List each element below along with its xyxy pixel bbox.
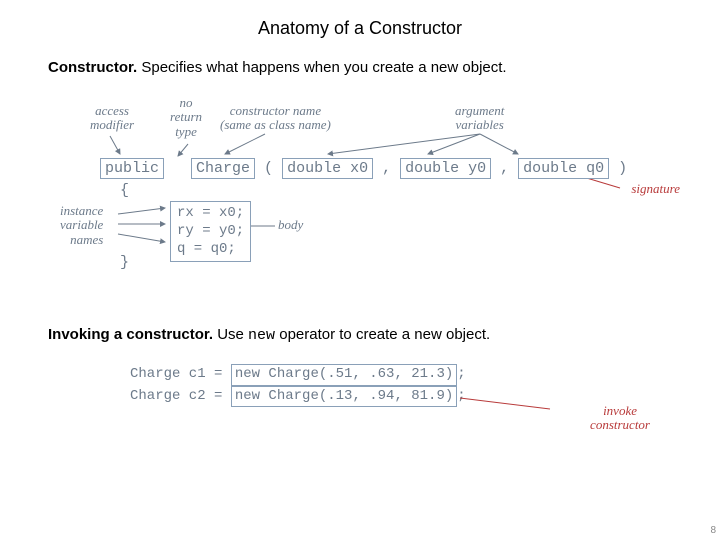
box-public: public: [100, 158, 164, 179]
invoking-term: Invoking a constructor.: [48, 326, 213, 343]
invoking-desc-a: Use: [213, 326, 248, 343]
constructor-diagram: accessmodifier noreturntype constructor …: [60, 96, 680, 296]
box-param-x0: double x0: [282, 158, 373, 179]
signature-line: public Charge ( double x0 , double y0 , …: [100, 158, 627, 179]
diagram-arrows: [60, 96, 680, 296]
invoke-line-1: Charge c1 = new Charge(.51, .63, 21.3);: [130, 364, 610, 386]
label-argument-variables: argumentvariables: [455, 104, 504, 133]
constructor-definition: Constructor. Specifies what happens when…: [48, 59, 720, 76]
page-title: Anatomy of a Constructor: [0, 0, 720, 59]
body-box: rx = x0; ry = y0; q = q0;: [170, 201, 251, 262]
label-invoke-constructor: invokeconstructor: [590, 404, 650, 433]
label-body: body: [278, 218, 303, 232]
label-signature: signature: [631, 181, 680, 197]
box-new-charge-1: new Charge(.51, .63, 21.3): [231, 364, 457, 386]
brace-open: {: [120, 182, 129, 199]
body-line-2: ry = y0;: [177, 222, 244, 240]
label-no-return-type: noreturntype: [170, 96, 202, 139]
page-number: 8: [710, 525, 716, 536]
invoking-desc-b: operator to create a new object.: [275, 326, 490, 343]
brace-close: }: [120, 254, 129, 271]
constructor-term: Constructor.: [48, 59, 137, 76]
invoke-line-2: Charge c2 = new Charge(.13, .94, 81.9);: [130, 386, 610, 408]
invoking-definition: Invoking a constructor. Use new operator…: [48, 326, 720, 344]
new-keyword: new: [248, 327, 275, 344]
box-charge: Charge: [191, 158, 255, 179]
label-constructor-name: constructor name(same as class name): [220, 104, 331, 133]
label-access-modifier: accessmodifier: [90, 104, 134, 133]
label-instance-variable-names: instancevariablenames: [60, 204, 103, 247]
constructor-desc: Specifies what happens when you create a…: [137, 59, 506, 76]
body-line-1: rx = x0;: [177, 204, 244, 222]
invoke-diagram: Charge c1 = new Charge(.51, .63, 21.3); …: [130, 364, 610, 407]
body-line-3: q = q0;: [177, 240, 244, 258]
box-new-charge-2: new Charge(.13, .94, 81.9): [231, 386, 457, 408]
box-param-q0: double q0: [518, 158, 609, 179]
box-param-y0: double y0: [400, 158, 491, 179]
